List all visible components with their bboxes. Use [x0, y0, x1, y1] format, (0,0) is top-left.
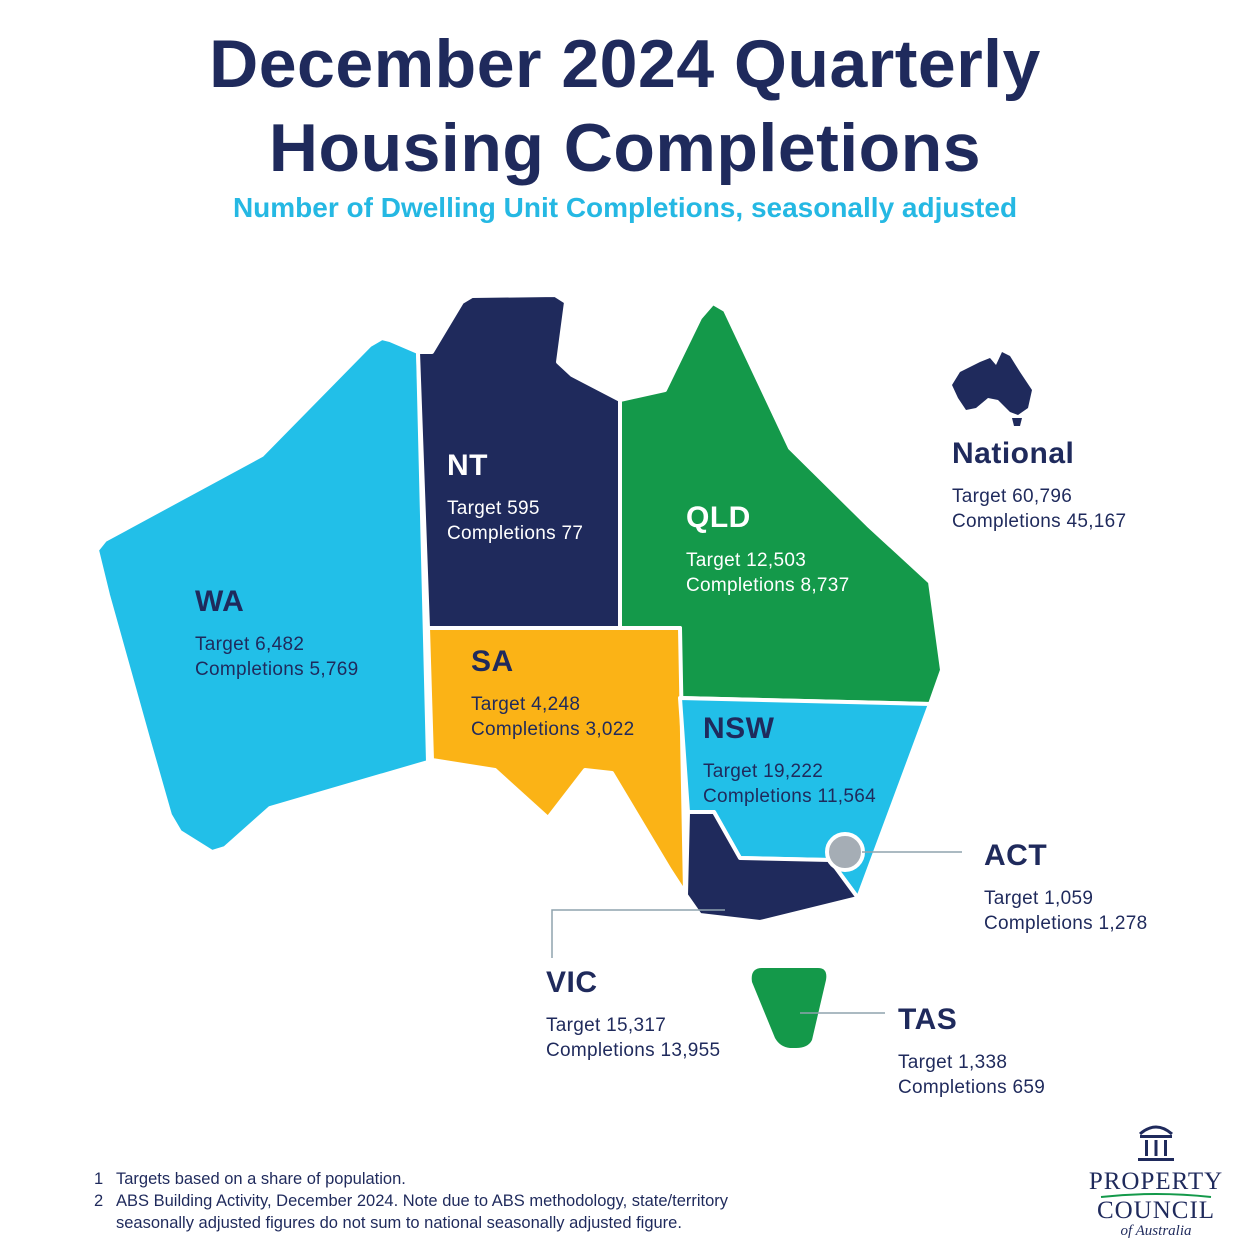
- tas-name: TAS: [898, 1003, 958, 1036]
- logo-swoosh: [1100, 1193, 1212, 1198]
- vic-completions: Completions 13,955: [546, 1040, 721, 1061]
- sa-name: SA: [471, 645, 514, 678]
- property-council-building-icon: [1138, 1125, 1174, 1161]
- sa-target: Target 4,248: [471, 694, 581, 715]
- title-line-1: December 2024 Quarterly: [209, 26, 1041, 102]
- act-completions: Completions 1,278: [984, 913, 1148, 934]
- tas-target: Target 1,338: [898, 1052, 1008, 1073]
- act-marker: [825, 832, 865, 872]
- nsw-label: NSW Target 19,222 Completions 11,564: [703, 711, 876, 809]
- vic-label: VIC Target 15,317 Completions 13,955: [546, 965, 720, 1063]
- national-target: Target 60,796: [952, 486, 1073, 507]
- footnote-1-text: Targets based on a share of population.: [116, 1170, 406, 1188]
- footnote-1-number: 1: [94, 1170, 104, 1188]
- nt-target: Target 595: [447, 498, 540, 519]
- act-label: ACT Target 1,059 Completions 1,278: [984, 838, 1148, 936]
- nsw-completions: Completions 11,564: [703, 786, 876, 807]
- australia-icon: [952, 352, 1032, 426]
- vic-name: VIC: [546, 966, 598, 999]
- footnote-2-number: 2: [94, 1192, 104, 1210]
- property-council-logo: PROPERTY COUNCIL of Australia: [1076, 1120, 1236, 1239]
- footnote-1: 1 Targets based on a share of population…: [94, 1168, 728, 1190]
- qld-label: QLD Target 12,503 Completions 8,737: [686, 500, 850, 598]
- vic-target: Target 15,317: [546, 1015, 667, 1036]
- wa-name: WA: [195, 585, 245, 618]
- vic-region: [684, 810, 860, 924]
- tas-label: TAS Target 1,338 Completions 659: [898, 1002, 1045, 1100]
- nt-label: NT Target 595 Completions 77: [447, 448, 583, 546]
- footnotes: 1 Targets based on a share of population…: [94, 1168, 728, 1234]
- logo-text-line-2: COUNCIL: [1096, 1197, 1216, 1224]
- wa-completions: Completions 5,769: [195, 659, 359, 680]
- wa-target: Target 6,482: [195, 634, 305, 655]
- national-name: National: [952, 437, 1075, 470]
- national-label: National Target 60,796 Completions 45,16…: [952, 436, 1126, 534]
- act-target: Target 1,059: [984, 888, 1094, 909]
- footnote-2-text: ABS Building Activity, December 2024. No…: [116, 1192, 729, 1210]
- act-name: ACT: [984, 839, 1048, 872]
- wa-region: [95, 336, 430, 854]
- nt-completions: Completions 77: [447, 523, 584, 544]
- vic-leader-line: [551, 909, 725, 958]
- page-subtitle: Number of Dwelling Unit Completions, sea…: [232, 192, 1018, 223]
- nt-name: NT: [447, 449, 488, 482]
- title-line-2: Housing Completions: [268, 110, 982, 186]
- tas-completions: Completions 659: [898, 1077, 1046, 1098]
- national-completions: Completions 45,167: [952, 511, 1127, 532]
- footnote-2-text-continued: seasonally adjusted figures do not sum t…: [116, 1214, 682, 1232]
- logo-text-line-1: PROPERTY: [1088, 1168, 1224, 1195]
- logo-text-line-3: of Australia: [1120, 1223, 1192, 1239]
- nsw-name: NSW: [703, 712, 775, 745]
- tas-region: [751, 968, 827, 1048]
- wa-label: WA Target 6,482 Completions 5,769: [195, 584, 359, 682]
- qld-name: QLD: [686, 501, 751, 534]
- qld-target: Target 12,503: [686, 550, 807, 571]
- nsw-target: Target 19,222: [703, 761, 824, 782]
- sa-label: SA Target 4,248 Completions 3,022: [471, 644, 635, 742]
- sa-completions: Completions 3,022: [471, 719, 635, 740]
- qld-completions: Completions 8,737: [686, 575, 850, 596]
- page-title: December 2024 Quarterly Housing Completi…: [0, 22, 1250, 190]
- footnote-2: 2 ABS Building Activity, December 2024. …: [94, 1190, 728, 1234]
